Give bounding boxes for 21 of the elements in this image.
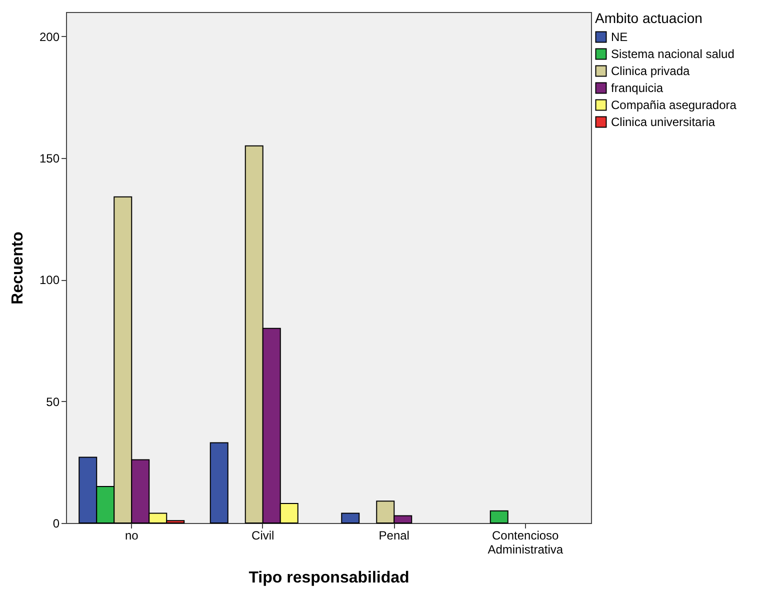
legend-label: franquicia [611,81,664,95]
bar [341,512,360,524]
x-tick-label: Civil [252,528,274,542]
legend-title: Ambito actuacion [595,10,702,26]
bar [210,442,228,524]
legend-label: Clinica privada [611,64,690,78]
y-tick-label: 0 [52,516,60,530]
y-tick-label: 150 [39,152,60,166]
x-tick-label: Penal [378,528,410,542]
legend-label: Clinica universitaria [611,115,716,129]
bar [490,510,508,524]
legend-label: Compañia aseguradora [611,98,737,112]
y-axis-title: Recuento [9,231,26,304]
y-tick-label: 50 [46,394,60,409]
y-tick-label: 100 [39,273,60,288]
legend-label: Sistema nacional salud [611,47,734,61]
x-axis-title: Tipo responsabilidad [248,570,410,586]
legend-label: NE [611,30,628,44]
y-tick-label: 200 [39,30,60,44]
x-tick-label: Contencioso Administrativa [488,528,564,556]
x-tick-label: no [124,528,139,542]
